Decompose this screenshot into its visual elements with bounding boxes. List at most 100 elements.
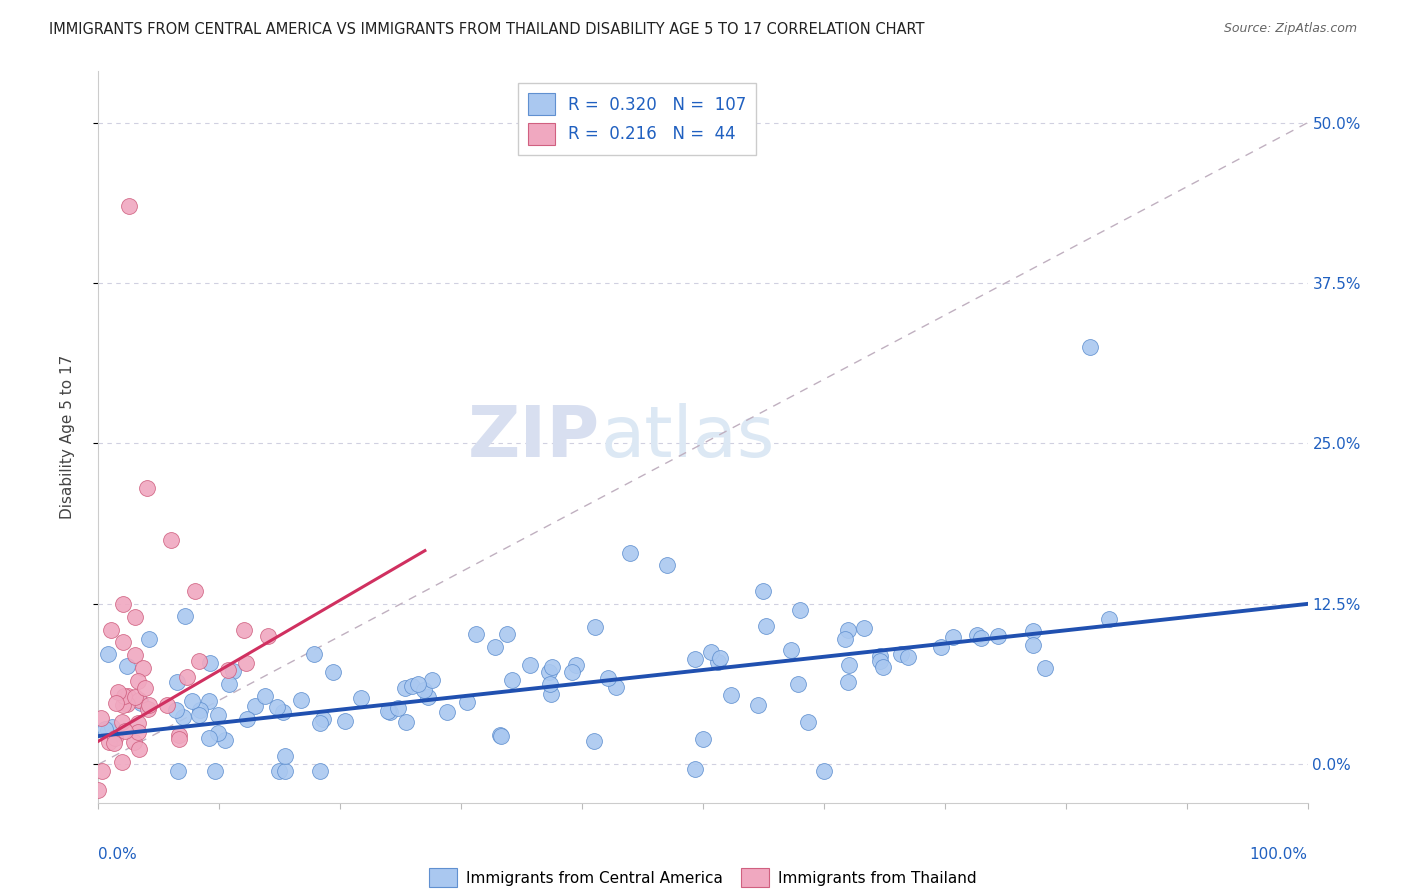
Point xyxy=(1078,340,1101,354)
Point xyxy=(180,694,202,708)
Point xyxy=(853,621,876,635)
Point xyxy=(416,690,439,705)
Point xyxy=(188,708,211,723)
Point xyxy=(103,727,125,741)
Point xyxy=(720,688,742,702)
Point xyxy=(166,675,188,690)
Y-axis label: Disability Age 5 to 17: Disability Age 5 to 17 xyxy=(60,355,75,519)
Point xyxy=(94,723,117,737)
Point xyxy=(302,647,325,661)
Point xyxy=(387,701,409,715)
Point xyxy=(266,699,288,714)
Point xyxy=(488,727,510,741)
Point xyxy=(256,629,278,643)
Point xyxy=(309,764,332,778)
Point xyxy=(204,764,226,778)
Point xyxy=(207,708,229,723)
Point xyxy=(214,733,236,747)
Legend: Immigrants from Central America, Immigrants from Thailand: Immigrants from Central America, Immigra… xyxy=(423,862,983,892)
Text: atlas: atlas xyxy=(600,402,775,472)
Point xyxy=(176,670,198,684)
Point xyxy=(127,716,149,731)
Point xyxy=(349,691,371,706)
Text: ZIP: ZIP xyxy=(468,402,600,472)
Point xyxy=(124,648,146,663)
Point xyxy=(271,705,294,719)
Point xyxy=(699,645,721,659)
Point xyxy=(105,696,128,710)
Point xyxy=(207,726,229,740)
Point xyxy=(235,712,257,726)
Point xyxy=(90,711,112,725)
Point xyxy=(834,632,856,646)
Point xyxy=(619,545,641,559)
Point xyxy=(436,705,458,719)
Point xyxy=(484,640,506,654)
Point xyxy=(942,631,965,645)
Point xyxy=(197,693,219,707)
Point xyxy=(122,734,145,748)
Point xyxy=(124,690,146,705)
Point xyxy=(538,677,561,691)
Point xyxy=(112,689,135,703)
Point xyxy=(565,658,588,673)
Point xyxy=(401,680,423,694)
Point xyxy=(1035,661,1057,675)
Point xyxy=(1022,624,1045,638)
Point xyxy=(127,724,149,739)
Text: Source: ZipAtlas.com: Source: ZipAtlas.com xyxy=(1223,22,1357,36)
Point xyxy=(198,731,221,746)
Point xyxy=(134,681,156,695)
Point xyxy=(253,690,276,704)
Point xyxy=(128,742,150,756)
Point xyxy=(235,656,257,670)
Point xyxy=(101,720,124,734)
Point xyxy=(132,661,155,675)
Point xyxy=(872,659,894,673)
Point xyxy=(692,731,714,746)
Point xyxy=(124,609,146,624)
Point xyxy=(127,673,149,688)
Point xyxy=(243,698,266,713)
Point xyxy=(103,736,125,750)
Point xyxy=(406,677,429,691)
Point xyxy=(274,764,297,778)
Text: 100.0%: 100.0% xyxy=(1250,847,1308,862)
Point xyxy=(583,734,606,748)
Point xyxy=(218,677,240,691)
Point xyxy=(167,732,190,747)
Point xyxy=(897,650,920,665)
Point xyxy=(312,712,335,726)
Point xyxy=(787,676,810,690)
Point xyxy=(169,728,191,742)
Point xyxy=(537,665,560,680)
Text: 0.0%: 0.0% xyxy=(98,847,138,862)
Point xyxy=(129,696,152,710)
Point xyxy=(378,705,401,719)
Point xyxy=(583,620,606,634)
Point xyxy=(837,674,859,689)
Point xyxy=(496,627,519,641)
Point xyxy=(188,654,211,668)
Point xyxy=(413,682,436,697)
Point xyxy=(838,658,860,673)
Point xyxy=(107,685,129,699)
Point xyxy=(115,659,138,673)
Point xyxy=(966,628,988,642)
Point xyxy=(91,764,114,778)
Point xyxy=(111,635,134,649)
Point xyxy=(111,755,134,769)
Point xyxy=(188,702,211,716)
Point xyxy=(489,729,512,743)
Point xyxy=(136,701,159,715)
Point xyxy=(184,584,207,599)
Point xyxy=(869,654,891,668)
Point xyxy=(117,697,139,711)
Point xyxy=(869,649,891,664)
Point xyxy=(519,658,541,673)
Point xyxy=(269,764,291,778)
Point xyxy=(540,687,562,701)
Point xyxy=(395,715,418,730)
Point xyxy=(114,723,136,738)
Point xyxy=(683,762,706,776)
